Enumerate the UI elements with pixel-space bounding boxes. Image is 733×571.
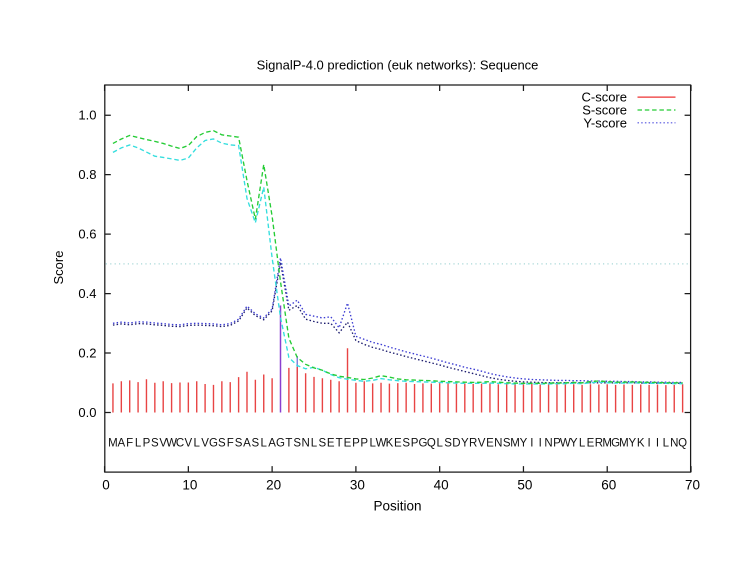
svg-text:S: S — [235, 438, 243, 450]
svg-text:W: W — [166, 438, 177, 450]
svg-text:S: S — [218, 438, 226, 450]
svg-text:L: L — [261, 438, 268, 450]
svg-text:Q: Q — [427, 438, 436, 450]
svg-text:N: N — [494, 438, 502, 450]
svg-text:F: F — [227, 438, 234, 450]
svg-text:K: K — [386, 438, 394, 450]
svg-text:M: M — [619, 438, 629, 450]
svg-text:V: V — [201, 438, 209, 450]
svg-text:S: S — [402, 438, 410, 450]
svg-text:R: R — [595, 438, 603, 450]
svg-text:P: P — [360, 438, 368, 450]
svg-text:20: 20 — [266, 478, 281, 493]
svg-text:Y: Y — [520, 438, 528, 450]
svg-text:W: W — [376, 438, 387, 450]
svg-text:T: T — [285, 438, 292, 450]
svg-text:30: 30 — [350, 478, 365, 493]
svg-text:M: M — [602, 438, 612, 450]
svg-text:P: P — [553, 438, 561, 450]
svg-text:70: 70 — [685, 478, 700, 493]
svg-text:Q: Q — [678, 438, 687, 450]
svg-text:N: N — [301, 438, 309, 450]
svg-text:S: S — [319, 438, 327, 450]
svg-text:S: S — [151, 438, 159, 450]
svg-text:V: V — [159, 438, 167, 450]
svg-text:Position: Position — [373, 499, 421, 514]
svg-text:A: A — [268, 438, 276, 450]
svg-text:L: L — [311, 438, 318, 450]
svg-text:I: I — [530, 438, 533, 450]
svg-text:60: 60 — [601, 478, 616, 493]
svg-text:V: V — [478, 438, 486, 450]
svg-text:C: C — [176, 438, 184, 450]
svg-text:S: S — [503, 438, 511, 450]
svg-text:A: A — [117, 438, 125, 450]
svg-text:D: D — [452, 438, 460, 450]
svg-text:10: 10 — [182, 478, 197, 493]
svg-text:Y: Y — [629, 438, 637, 450]
svg-text:R: R — [469, 438, 477, 450]
svg-text:L: L — [369, 438, 376, 450]
svg-text:N: N — [670, 438, 678, 450]
svg-text:G: G — [418, 438, 427, 450]
svg-text:N: N — [544, 438, 552, 450]
svg-text:A: A — [243, 438, 251, 450]
svg-text:Y: Y — [461, 438, 469, 450]
svg-text:L: L — [194, 438, 201, 450]
svg-text:Score: Score — [51, 251, 66, 285]
svg-text:M: M — [510, 438, 520, 450]
svg-text:L: L — [579, 438, 586, 450]
svg-text:I: I — [656, 438, 659, 450]
svg-text:0.4: 0.4 — [78, 286, 96, 301]
svg-text:0: 0 — [102, 478, 110, 493]
svg-text:50: 50 — [517, 478, 532, 493]
svg-text:S: S — [293, 438, 301, 450]
svg-text:0.0: 0.0 — [78, 405, 96, 420]
svg-text:M: M — [108, 438, 118, 450]
svg-text:Y: Y — [570, 438, 578, 450]
svg-text:C-score: C-score — [581, 90, 627, 105]
svg-text:G: G — [611, 438, 620, 450]
svg-text:0.8: 0.8 — [78, 167, 96, 182]
svg-text:I: I — [539, 438, 542, 450]
svg-text:K: K — [637, 438, 645, 450]
svg-text:0.2: 0.2 — [78, 346, 96, 361]
svg-text:L: L — [663, 438, 670, 450]
svg-text:E: E — [327, 438, 335, 450]
svg-text:E: E — [344, 438, 352, 450]
svg-text:G: G — [276, 438, 285, 450]
svg-text:V: V — [185, 438, 193, 450]
svg-text:0.6: 0.6 — [78, 227, 96, 242]
svg-text:S-score: S-score — [582, 103, 627, 118]
svg-text:F: F — [126, 438, 133, 450]
svg-text:E: E — [394, 438, 402, 450]
svg-text:P: P — [352, 438, 360, 450]
svg-text:1.0: 1.0 — [78, 108, 96, 123]
svg-text:G: G — [209, 438, 218, 450]
svg-text:S: S — [444, 438, 452, 450]
svg-text:W: W — [560, 438, 571, 450]
svg-text:E: E — [587, 438, 595, 450]
svg-text:S: S — [252, 438, 260, 450]
svg-text:Y-score: Y-score — [583, 115, 627, 130]
svg-text:L: L — [135, 438, 142, 450]
svg-text:40: 40 — [434, 478, 449, 493]
svg-text:P: P — [143, 438, 151, 450]
svg-text:I: I — [648, 438, 651, 450]
svg-text:SignalP-4.0 prediction (euk ne: SignalP-4.0 prediction (euk networks): S… — [257, 58, 539, 73]
svg-text:E: E — [486, 438, 494, 450]
svg-text:T: T — [336, 438, 343, 450]
svg-text:P: P — [411, 438, 419, 450]
svg-text:L: L — [436, 438, 443, 450]
